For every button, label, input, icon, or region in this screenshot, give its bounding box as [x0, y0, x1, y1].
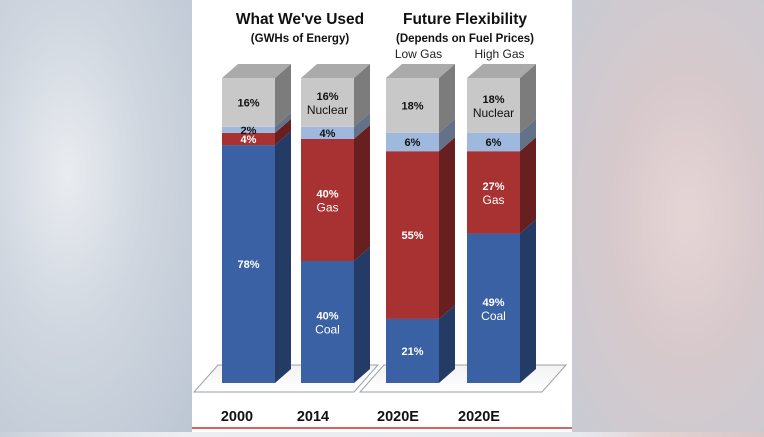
segment-label: Coal — [315, 323, 340, 337]
segment-label: Nuclear — [473, 106, 514, 120]
bar-segment-coal — [386, 318, 439, 383]
bar-segment-side — [520, 219, 536, 383]
category-label: 2014 — [297, 409, 329, 425]
bar-segment-nuclear — [301, 126, 354, 139]
heading-left-title: What We've Used — [236, 11, 364, 28]
heading-left-subtitle: (GWHs of Energy) — [251, 33, 350, 45]
bar-segment-side — [275, 118, 291, 146]
bar-segment-coal — [222, 145, 275, 383]
bar-segment-side — [354, 247, 370, 383]
bar-segment-side — [275, 64, 291, 127]
bar-segment-side — [439, 64, 455, 133]
category-label: 2020E — [458, 409, 500, 425]
bar-segment-side — [354, 64, 370, 127]
bar-segment-side — [520, 137, 536, 234]
category-label: 2020E — [377, 409, 419, 425]
bar-top-face — [301, 64, 370, 78]
segment-label: Nuclear — [307, 103, 348, 117]
bar-segment-gas — [301, 139, 354, 261]
bar-segment-side — [439, 304, 455, 383]
left-blurred-background — [0, 0, 192, 432]
bar-segment-nuclear — [386, 132, 439, 152]
bar-segment-side — [520, 64, 536, 133]
bar-segment-other — [301, 78, 354, 127]
bar-segment-side — [354, 112, 370, 139]
scenario-label: High Gas — [474, 47, 524, 61]
segment-label: Gas — [316, 201, 338, 215]
segment-label: 6% — [486, 137, 502, 149]
bar-segment-other — [386, 78, 439, 133]
segment-label: 4% — [320, 128, 336, 140]
bar-segment-other — [222, 78, 275, 127]
segment-label: Coal — [481, 309, 506, 323]
heading-right-subtitle: (Depends on Fuel Prices) — [396, 33, 534, 45]
bar-segment-side — [354, 125, 370, 261]
bar-segment-other — [467, 78, 520, 133]
bar-segment-side — [275, 131, 291, 383]
segment-label: 27% — [482, 181, 504, 193]
segment-label: 2% — [241, 125, 257, 137]
segment-label: 49% — [482, 297, 504, 309]
bar-segment-side — [439, 137, 455, 319]
bar-segment-gas — [386, 151, 439, 319]
bar-segment-side — [439, 118, 455, 152]
bar-top-face — [386, 64, 455, 78]
bar-segment-side — [275, 112, 291, 133]
category-label: 2000 — [221, 409, 253, 425]
segment-label: 18% — [482, 94, 504, 106]
heading-right-title: Future Flexibility — [403, 11, 527, 28]
segment-label: 6% — [405, 137, 421, 149]
bar-top-face — [222, 64, 291, 78]
segment-label: 18% — [401, 100, 423, 112]
bar-segment-gas — [222, 132, 275, 146]
bar-segment-nuclear — [467, 132, 520, 152]
scenario-label: Low Gas — [395, 47, 442, 61]
segment-label: 16% — [237, 97, 259, 109]
bars-group: 78%4%2%16%40%Coal40%Gas4%16%Nuclear21%55… — [222, 47, 536, 383]
bar-segment-side — [520, 118, 536, 152]
bar-segment-nuclear — [222, 126, 275, 133]
segment-label: 21% — [401, 346, 423, 358]
bar-segment-coal — [301, 261, 354, 383]
bar-top-face — [467, 64, 536, 78]
segment-label: 40% — [316, 189, 338, 201]
right-blurred-background — [572, 0, 764, 432]
segment-label: 16% — [316, 91, 338, 103]
segment-label: 55% — [401, 230, 423, 242]
segment-label: Gas — [482, 193, 504, 207]
segment-label: 4% — [241, 134, 257, 146]
segment-label: 40% — [316, 311, 338, 323]
chart-panel: What We've Used (GWHs of Energy) Future … — [192, 0, 572, 432]
bar-segment-gas — [467, 151, 520, 234]
bar-segment-coal — [467, 233, 520, 383]
energy-mix-chart: What We've Used (GWHs of Energy) Future … — [192, 11, 572, 429]
segment-label: 78% — [237, 259, 259, 271]
